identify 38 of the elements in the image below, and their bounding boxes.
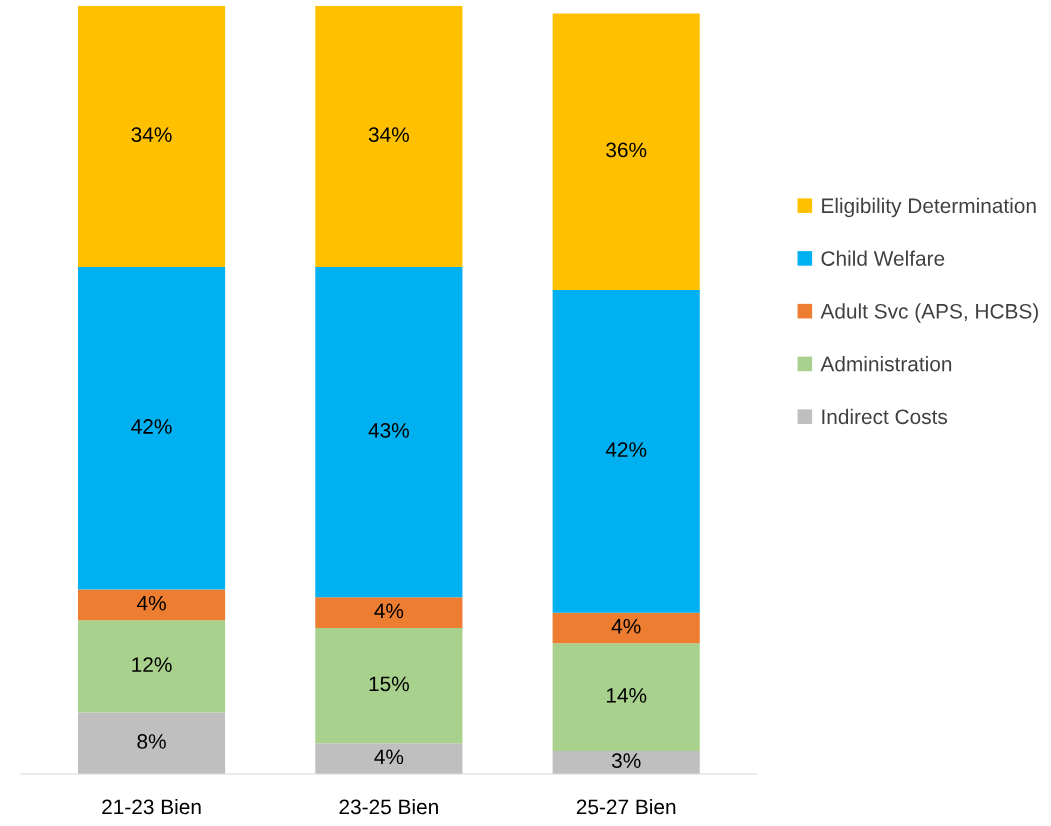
data-label: 4%	[374, 749, 404, 765]
legend-label: Indirect Costs	[822, 408, 948, 425]
data-label: 12%	[132, 657, 172, 672]
data-label: 4%	[136, 595, 166, 611]
data-label: 42%	[131, 419, 172, 434]
bar	[77, 589, 226, 621]
legend-label: Eligibility Determination	[822, 197, 1036, 218]
data-label: 3%	[611, 753, 641, 769]
data-label: 34%	[131, 127, 172, 142]
bar	[315, 597, 463, 629]
data-label: 36%	[606, 142, 647, 158]
bar	[315, 266, 463, 598]
data-label: 15%	[369, 676, 409, 692]
data-label: 4%	[611, 618, 641, 634]
data-label: 4%	[374, 603, 404, 619]
bar	[315, 628, 463, 744]
bar	[552, 290, 700, 613]
x-tick-label: 25-27 Bien	[576, 798, 676, 815]
bar	[552, 750, 700, 774]
data-label: 42%	[605, 442, 647, 457]
data-label: 43%	[368, 422, 409, 438]
x-tick-label: 23-25 Bien	[339, 798, 438, 815]
x-tick-label: 21-23 Bien	[102, 798, 201, 815]
legend-label: Adult Svc (APS, HCBS)	[820, 303, 1038, 323]
data-label: 14%	[606, 688, 647, 703]
data-label: 34%	[368, 127, 409, 142]
bar	[552, 643, 700, 751]
bar	[77, 620, 226, 713]
legend-label: Child Welfare	[821, 250, 945, 266]
bar	[552, 612, 700, 644]
bar	[77, 712, 226, 774]
bar	[315, 743, 463, 774]
data-label: 8%	[137, 734, 166, 749]
bar	[77, 266, 226, 590]
bar	[315, 5, 463, 267]
bar	[77, 5, 226, 267]
bar	[552, 13, 700, 291]
legend-label: Administration	[820, 356, 952, 372]
